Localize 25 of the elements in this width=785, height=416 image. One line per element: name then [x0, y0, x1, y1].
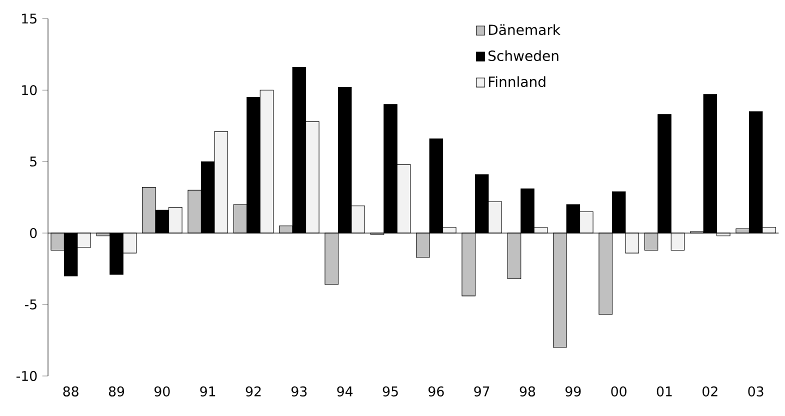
x-tick-label: 94 — [337, 386, 353, 396]
legend-label: Finnland — [488, 76, 546, 88]
x-tick-label: 97 — [474, 386, 490, 396]
x-tick-label: 95 — [382, 386, 398, 396]
x-tick-label: 01 — [656, 386, 672, 396]
y-tick-label: -5 — [24, 300, 36, 310]
y-tick-label: 0 — [30, 228, 37, 238]
x-tick-label: 91 — [200, 386, 216, 396]
y-tick-label: -10 — [16, 370, 37, 382]
legend-label: Schweden — [488, 50, 558, 62]
x-tick-label: 00 — [611, 386, 626, 396]
x-tick-label: 89 — [108, 386, 124, 396]
y-tick-label: 5 — [30, 156, 36, 167]
y-tick-label: 10 — [22, 85, 37, 96]
x-tick-label: 92 — [246, 386, 261, 396]
x-tick-label: 93 — [292, 386, 307, 396]
y-tick-label: 15 — [22, 14, 36, 24]
x-tick-label: 99 — [566, 386, 581, 396]
x-tick-label: 88 — [63, 386, 78, 396]
legend-label: Dänemark — [488, 24, 560, 36]
x-tick-label: 03 — [748, 386, 764, 396]
x-tick-label: 98 — [520, 386, 536, 396]
x-tick-label: 96 — [428, 386, 444, 396]
x-tick-label: 90 — [154, 386, 170, 396]
x-tick-label: 02 — [702, 386, 718, 396]
